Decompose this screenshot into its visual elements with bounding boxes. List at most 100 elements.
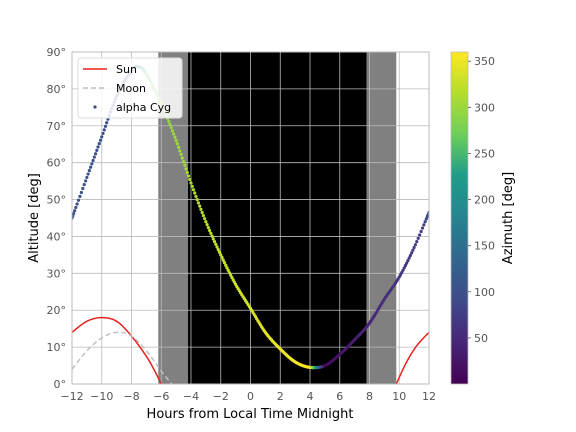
alpha-cyg-point [73, 209, 77, 213]
alpha-cyg-point [200, 210, 204, 215]
alpha-cyg-point [103, 124, 108, 128]
twilight-band-1 [188, 52, 367, 384]
alpha-cyg-point [413, 243, 418, 247]
alpha-cyg-point [217, 250, 222, 254]
alpha-cyg-point [76, 198, 81, 202]
y-tick-label: 60° [47, 157, 67, 170]
colorbar-tick-label: 350 [474, 55, 495, 68]
x-tick-label: −4 [183, 390, 199, 403]
alpha-cyg-point [173, 135, 177, 139]
y-tick-label: 80° [47, 83, 67, 96]
alpha-cyg-point [184, 167, 188, 171]
x-tick-label: 4 [307, 390, 314, 403]
x-axis-ticks: −12 −10 −8 −6 −4 −2 0 2 4 6 8 10 12 [60, 390, 436, 403]
colorbar-tick-label: 100 [474, 286, 495, 299]
alpha-cyg-point [181, 160, 186, 164]
alpha-cyg-point [100, 135, 104, 139]
alpha-cyg-point [82, 183, 86, 187]
alpha-cyg-point [172, 132, 176, 136]
alpha-cyg-point [96, 145, 100, 149]
colorbar-tick-label: 250 [474, 147, 495, 160]
alpha-cyg-point [183, 163, 187, 167]
alpha-cyg-point [72, 214, 75, 218]
y-tick-label: 20° [47, 304, 67, 317]
alpha-cyg-point [83, 179, 88, 183]
alpha-cyg-point [174, 138, 178, 143]
alpha-cyg-point [175, 142, 179, 146]
alpha-cyg-point [412, 245, 416, 250]
x-tick-label: −6 [153, 390, 169, 403]
y-axis-ticks: 0° 10° 20° 30° 40° 50° 60° 70° 80° 90° [47, 46, 67, 391]
x-tick-label: −8 [123, 390, 139, 403]
alpha-cyg-point [190, 184, 194, 188]
y-tick-label: 90° [47, 46, 67, 59]
alpha-cyg-point [416, 236, 420, 240]
y-tick-label: 30° [47, 267, 67, 280]
alpha-cyg-point [201, 213, 205, 218]
colorbar-tick-label: 150 [474, 240, 495, 253]
moon-curve-0 [72, 331, 173, 384]
x-tick-label: 0 [247, 390, 254, 403]
x-tick-label: −2 [213, 390, 229, 403]
alpha-cyg-point [230, 275, 234, 280]
alpha-cyg-point [203, 217, 207, 221]
alpha-cyg-point [220, 255, 224, 260]
legend-alpha-cyg-label: alpha Cyg [116, 101, 171, 114]
legend-sun-label: Sun [116, 63, 137, 76]
alpha-cyg-point [407, 256, 411, 260]
alpha-cyg-point [221, 258, 225, 262]
x-tick-label: −10 [90, 390, 113, 403]
alpha-cyg-point [88, 165, 93, 169]
alpha-cyg-point [191, 188, 196, 192]
alpha-cyg-point [87, 169, 91, 173]
colorbar-ticks: 50 100 150 200 250 300 350 [468, 55, 495, 345]
colorbar-title: Azimuth [deg] [501, 172, 516, 264]
colorbar-tick-label: 300 [474, 101, 495, 114]
alpha-cyg-point [169, 125, 173, 130]
x-tick-label: 2 [277, 390, 284, 403]
alpha-cyg-point [210, 234, 214, 238]
alpha-cyg-point [102, 128, 106, 132]
x-tick-label: 10 [392, 390, 406, 403]
alpha-cyg-point [81, 186, 85, 191]
alpha-cyg-point [193, 191, 197, 195]
alpha-cyg-point [186, 174, 191, 178]
alpha-cyg-point [101, 131, 105, 136]
sun-curve-0 [72, 316, 162, 384]
alpha-cyg-point [72, 211, 76, 216]
alpha-cyg-point [216, 248, 220, 252]
y-tick-label: 10° [47, 341, 67, 354]
alpha-cyg-point [86, 172, 90, 176]
alpha-cyg-point [226, 268, 230, 272]
alpha-cyg-point [227, 271, 232, 275]
alpha-cyg-point [185, 170, 189, 175]
alpha-cyg-point [224, 263, 228, 267]
alpha-cyg-point [98, 138, 103, 142]
y-tick-label: 70° [47, 120, 67, 133]
alpha-cyg-point [211, 237, 215, 241]
alpha-cyg-point [195, 198, 199, 202]
alpha-cyg-point [196, 201, 201, 205]
alpha-cyg-point [212, 239, 217, 244]
alpha-cyg-point [424, 217, 428, 221]
sun-curve-1 [395, 331, 429, 384]
alpha-cyg-point [222, 261, 227, 265]
alpha-cyg-point [188, 177, 192, 182]
twilight-bands [158, 52, 397, 384]
legend-moon-label: Moon [116, 82, 146, 95]
alpha-cyg-point [167, 119, 171, 123]
alpha-cyg-point [194, 194, 198, 198]
alpha-cyg-point [206, 225, 210, 230]
alpha-cyg-point [420, 226, 425, 230]
alpha-cyg-point [219, 253, 223, 257]
alpha-cyg-point [401, 268, 405, 272]
x-tick-label: −12 [60, 390, 83, 403]
alpha-cyg-point [225, 266, 229, 270]
alpha-cyg-point [74, 205, 78, 210]
alpha-cyg-point [406, 258, 410, 263]
twilight-band-2 [366, 52, 397, 384]
alpha-cyg-point [105, 121, 109, 125]
alpha-cyg-point [215, 245, 219, 249]
alpha-cyg-point [229, 273, 233, 277]
alpha-cyg-point [180, 156, 184, 160]
